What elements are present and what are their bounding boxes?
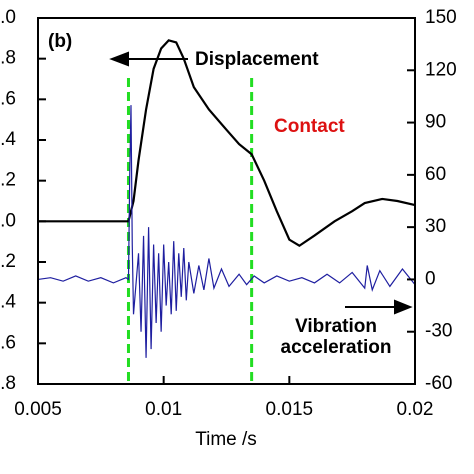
y-tick-label: -0.4 bbox=[0, 292, 16, 313]
y2-tick-label: 0 bbox=[425, 268, 436, 289]
y-tick-label: -0.2 bbox=[0, 251, 16, 272]
y2-tick-label: -60 bbox=[425, 373, 452, 394]
x-tick-label: 0.015 bbox=[266, 399, 314, 420]
plot-frame bbox=[37, 17, 416, 385]
y-tick-label: 1.0 bbox=[0, 7, 16, 28]
y-tick-label: 0.4 bbox=[0, 129, 16, 150]
y2-tick-label: 150 bbox=[425, 7, 457, 28]
data-line bbox=[37, 105, 416, 358]
y2-tick-label: 90 bbox=[425, 112, 446, 133]
panel-label: (b) bbox=[48, 31, 72, 52]
y-tick-label: -0.6 bbox=[0, 332, 16, 353]
data-line bbox=[38, 39, 416, 248]
y-tick-label: -0.8 bbox=[0, 373, 16, 394]
y2-tick-label: 30 bbox=[425, 216, 446, 237]
x-axis-label: Time /s bbox=[195, 429, 257, 450]
y2-tick-label: -30 bbox=[425, 321, 452, 342]
arrows bbox=[109, 51, 413, 315]
y-tick-label: 0.0 bbox=[0, 210, 16, 231]
y2-tick-label: 120 bbox=[425, 59, 457, 80]
x-tick-label: 0.005 bbox=[14, 399, 62, 420]
x-tick-label: 0.02 bbox=[397, 399, 434, 420]
annotation: Contact bbox=[274, 116, 345, 137]
y-tick-label: 0.8 bbox=[0, 48, 16, 69]
annotation: Displacement bbox=[195, 49, 319, 70]
arrow-head bbox=[394, 299, 413, 315]
annotation: Vibration bbox=[295, 316, 377, 337]
y-tick-label: 0.2 bbox=[0, 170, 16, 191]
annotation: acceleration bbox=[281, 337, 392, 358]
y2-tick-label: 60 bbox=[425, 164, 446, 185]
x-tick-label: 0.01 bbox=[145, 399, 182, 420]
y-tick-label: 0.6 bbox=[0, 88, 16, 109]
arrow-head bbox=[109, 51, 129, 67]
